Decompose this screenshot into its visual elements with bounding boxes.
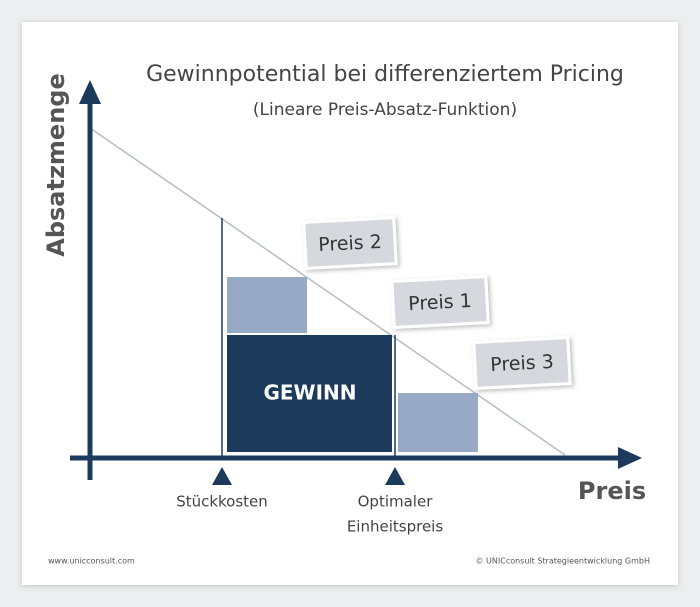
x-axis-label: Preis <box>578 477 646 505</box>
price-box: Preis 1 <box>390 274 490 330</box>
marker <box>385 467 405 485</box>
y-arrow <box>79 80 101 104</box>
y-axis-label: Absatzmenge <box>42 73 70 257</box>
x-arrow <box>618 447 642 469</box>
profit-area-2 <box>227 277 307 333</box>
marker-label: Einheitspreis <box>347 518 444 536</box>
footer-left: www.unicconsult.com <box>48 557 135 566</box>
price-box-bg <box>302 216 398 270</box>
marker-label: Optimaler <box>358 493 434 511</box>
profit-area-3 <box>398 393 478 452</box>
price-box-bg <box>390 274 490 330</box>
subtitle: (Lineare Preis-Absatz-Funktion) <box>253 100 517 120</box>
profit-label: GEWINN <box>263 381 356 405</box>
marker-label: Stückkosten <box>176 493 268 511</box>
title: Gewinnpotential bei differenziertem Pric… <box>146 62 624 87</box>
marker <box>212 467 232 485</box>
price-label: Preis 1 <box>408 290 473 315</box>
profit-area <box>227 335 392 452</box>
price-box-bg <box>472 335 572 391</box>
footer-right: © UNICconsult Strategieentwicklung GmbH <box>475 557 650 566</box>
price-label: Preis 3 <box>490 351 555 376</box>
card <box>22 22 678 585</box>
price-box: Preis 3 <box>472 335 572 391</box>
price-label: Preis 2 <box>318 231 383 256</box>
price-box: Preis 2 <box>302 216 398 270</box>
demand-line <box>89 127 566 456</box>
